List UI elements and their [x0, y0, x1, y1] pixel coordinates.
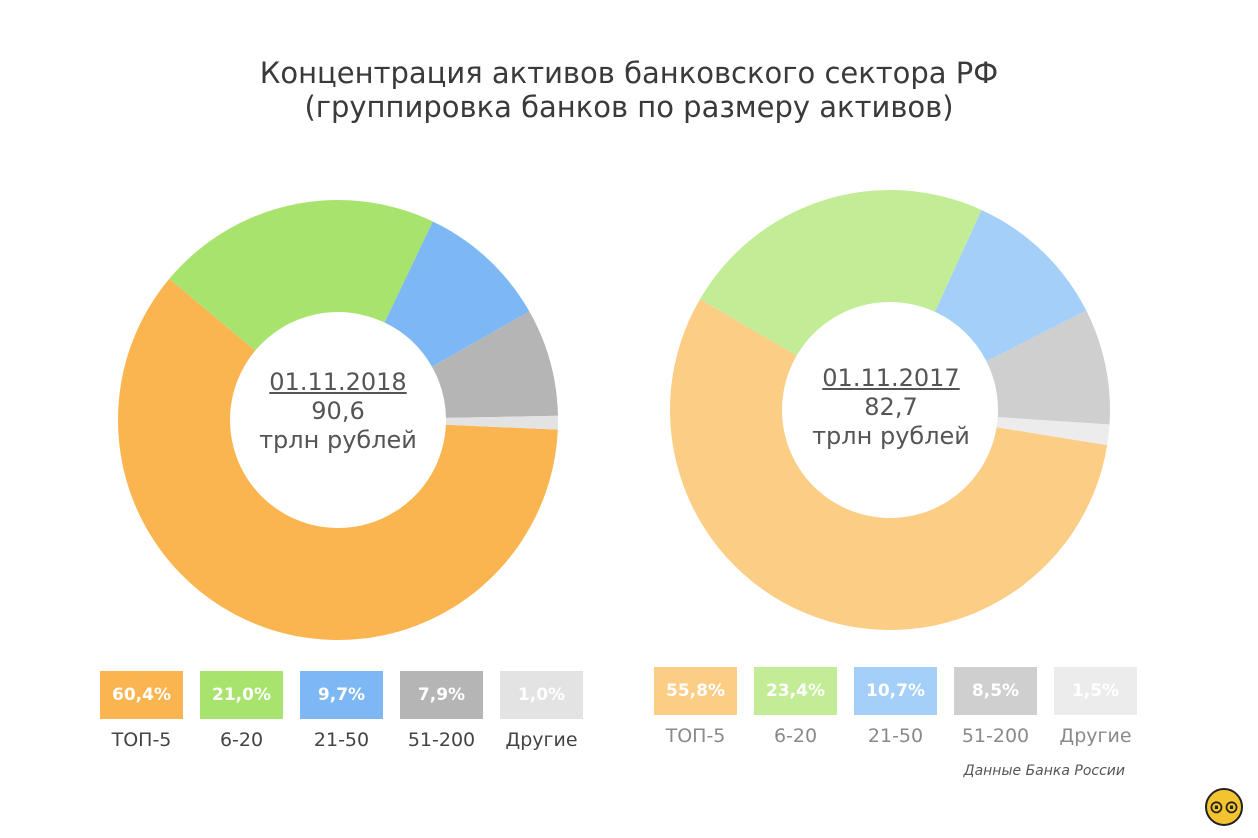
donut-slice-21-50 — [934, 209, 1087, 362]
donut-slice-ТОП-5 — [117, 278, 558, 640]
legend-value-box: 55,8% — [654, 667, 737, 715]
legend-item: 7,9% 51-200 — [400, 671, 483, 751]
legend-item: 8,5% 51-200 — [954, 667, 1037, 747]
legend-category-label: 6-20 — [219, 729, 264, 751]
legend-category-label: 51-200 — [407, 729, 476, 751]
donut-center-2018: 01.11.2018 90,6 трлн рублей — [228, 368, 448, 455]
legend-item: 1,0% Другие — [500, 671, 583, 751]
center-unit: трлн рублей — [259, 426, 417, 454]
legend-value-box: 1,5% — [1054, 667, 1137, 715]
center-value: 90,6 — [311, 397, 365, 425]
center-value: 82,7 — [864, 393, 918, 421]
legend-category-label: 6-20 — [773, 725, 818, 747]
legend-value-box: 10,7% — [854, 667, 937, 715]
donut-slice-21-50 — [384, 221, 530, 367]
legend-item: 23,4% 6-20 — [754, 667, 837, 747]
legend-category-label: 21-50 — [867, 725, 924, 747]
chart-title-line1: Концентрация активов банковского сектора… — [259, 56, 999, 90]
chart-title-line2: (группировка банков по размеру активов) — [304, 90, 954, 124]
legend-category-label: 21-50 — [313, 729, 370, 751]
legend-2018: 60,4% ТОП-5 21,0% 6-20 9,7% 21-50 7,9% 51-200 1,… — [100, 671, 583, 751]
chart-title: Концентрация активов банковского сектора… — [0, 56, 1258, 124]
legend-item: 21,0% 6-20 — [200, 671, 283, 751]
center-date: 01.11.2018 — [269, 368, 407, 396]
donut-center-2017: 01.11.2017 82,7 трлн рублей — [781, 364, 1001, 451]
legend-2017: 55,8% ТОП-5 23,4% 6-20 10,7% 21-50 8,5% 51-200 1… — [654, 667, 1137, 747]
legend-value-box: 1,0% — [500, 671, 583, 719]
legend-item: 9,7% 21-50 — [300, 671, 383, 751]
donut-slice-Другие — [996, 417, 1110, 446]
owl-logo-icon: ⊙⊙ — [1205, 788, 1243, 826]
center-date: 01.11.2017 — [822, 364, 960, 392]
legend-category-label: Другие — [1059, 725, 1132, 747]
donut-slice-51-200 — [986, 310, 1110, 425]
legend-category-label: ТОП-5 — [111, 729, 172, 751]
logo-glyph: ⊙⊙ — [1208, 796, 1240, 818]
legend-category-label: Другие — [505, 729, 578, 751]
legend-category-label: ТОП-5 — [665, 725, 726, 747]
donut-slice-ТОП-5 — [669, 299, 1108, 631]
legend-item: 60,4% ТОП-5 — [100, 671, 183, 751]
donut-slice-51-200 — [431, 311, 558, 418]
legend-item: 1,5% Другие — [1054, 667, 1137, 747]
legend-item: 55,8% ТОП-5 — [654, 667, 737, 747]
center-unit: трлн рублей — [812, 422, 970, 450]
legend-value-box: 60,4% — [100, 671, 183, 719]
legend-value-box: 21,0% — [200, 671, 283, 719]
donut-slice-6-20 — [700, 189, 982, 356]
source-note: Данные Банка России — [963, 763, 1125, 779]
legend-value-box: 8,5% — [954, 667, 1037, 715]
legend-item: 10,7% 21-50 — [854, 667, 937, 747]
legend-value-box: 7,9% — [400, 671, 483, 719]
donut-slice-6-20 — [169, 199, 433, 351]
legend-value-box: 9,7% — [300, 671, 383, 719]
legend-category-label: 51-200 — [961, 725, 1030, 747]
legend-value-box: 23,4% — [754, 667, 837, 715]
donut-slice-Другие — [445, 415, 558, 430]
